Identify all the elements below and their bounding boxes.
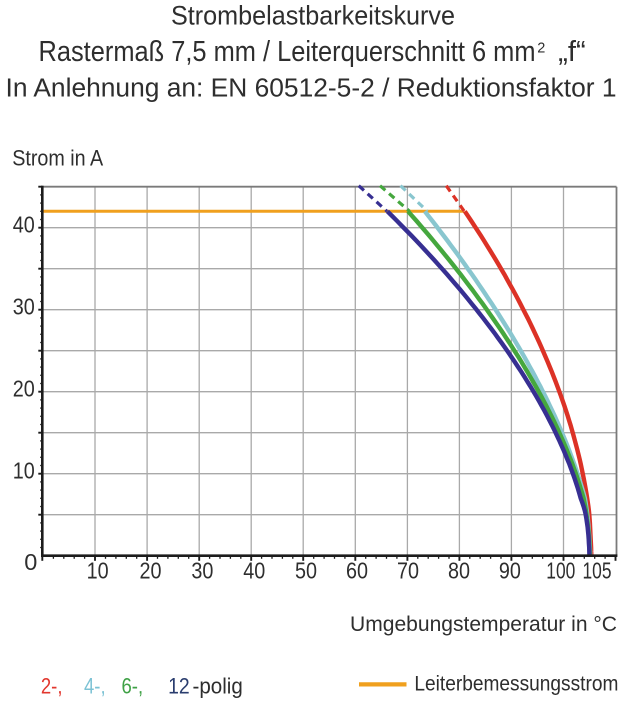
svg-text:2: 2 [537, 40, 545, 56]
svg-text:10: 10 [87, 557, 109, 583]
svg-text:Strombelastbarkeitskurve: Strombelastbarkeitskurve [171, 0, 455, 30]
svg-text:In Anlehnung an: EN 60512-5-2: In Anlehnung an: EN 60512-5-2 / Reduktio… [6, 72, 617, 102]
svg-text:Umgebungstemperatur in °C: Umgebungstemperatur in °C [350, 612, 617, 636]
svg-text:4-,: 4-, [84, 673, 106, 698]
svg-text:-polig: -polig [193, 673, 243, 698]
svg-text:80: 80 [448, 557, 470, 583]
svg-text:30: 30 [191, 557, 213, 583]
svg-text:Strom in A: Strom in A [12, 146, 103, 171]
svg-text:20: 20 [140, 557, 162, 583]
svg-text:0: 0 [24, 549, 37, 575]
svg-text:12: 12 [168, 673, 190, 698]
svg-text:50: 50 [295, 557, 317, 583]
svg-text:„f“: „f“ [558, 36, 586, 68]
svg-text:6-,: 6-, [122, 673, 144, 698]
svg-text:105: 105 [583, 557, 612, 583]
svg-text:90: 90 [499, 557, 521, 583]
svg-text:20: 20 [13, 375, 35, 401]
svg-text:Leiterbemessungsstrom: Leiterbemessungsstrom [414, 671, 618, 695]
svg-text:Rastermaß 7,5 mm / Leiterquers: Rastermaß 7,5 mm / Leiterquerschnitt 6 m… [39, 36, 536, 68]
svg-text:100: 100 [546, 557, 575, 583]
svg-text:2-,: 2-, [41, 673, 63, 698]
svg-text:60: 60 [346, 557, 368, 583]
svg-text:70: 70 [397, 557, 419, 583]
svg-text:10: 10 [13, 457, 35, 483]
svg-text:40: 40 [13, 212, 35, 238]
svg-text:30: 30 [13, 293, 35, 319]
svg-text:40: 40 [243, 557, 265, 583]
